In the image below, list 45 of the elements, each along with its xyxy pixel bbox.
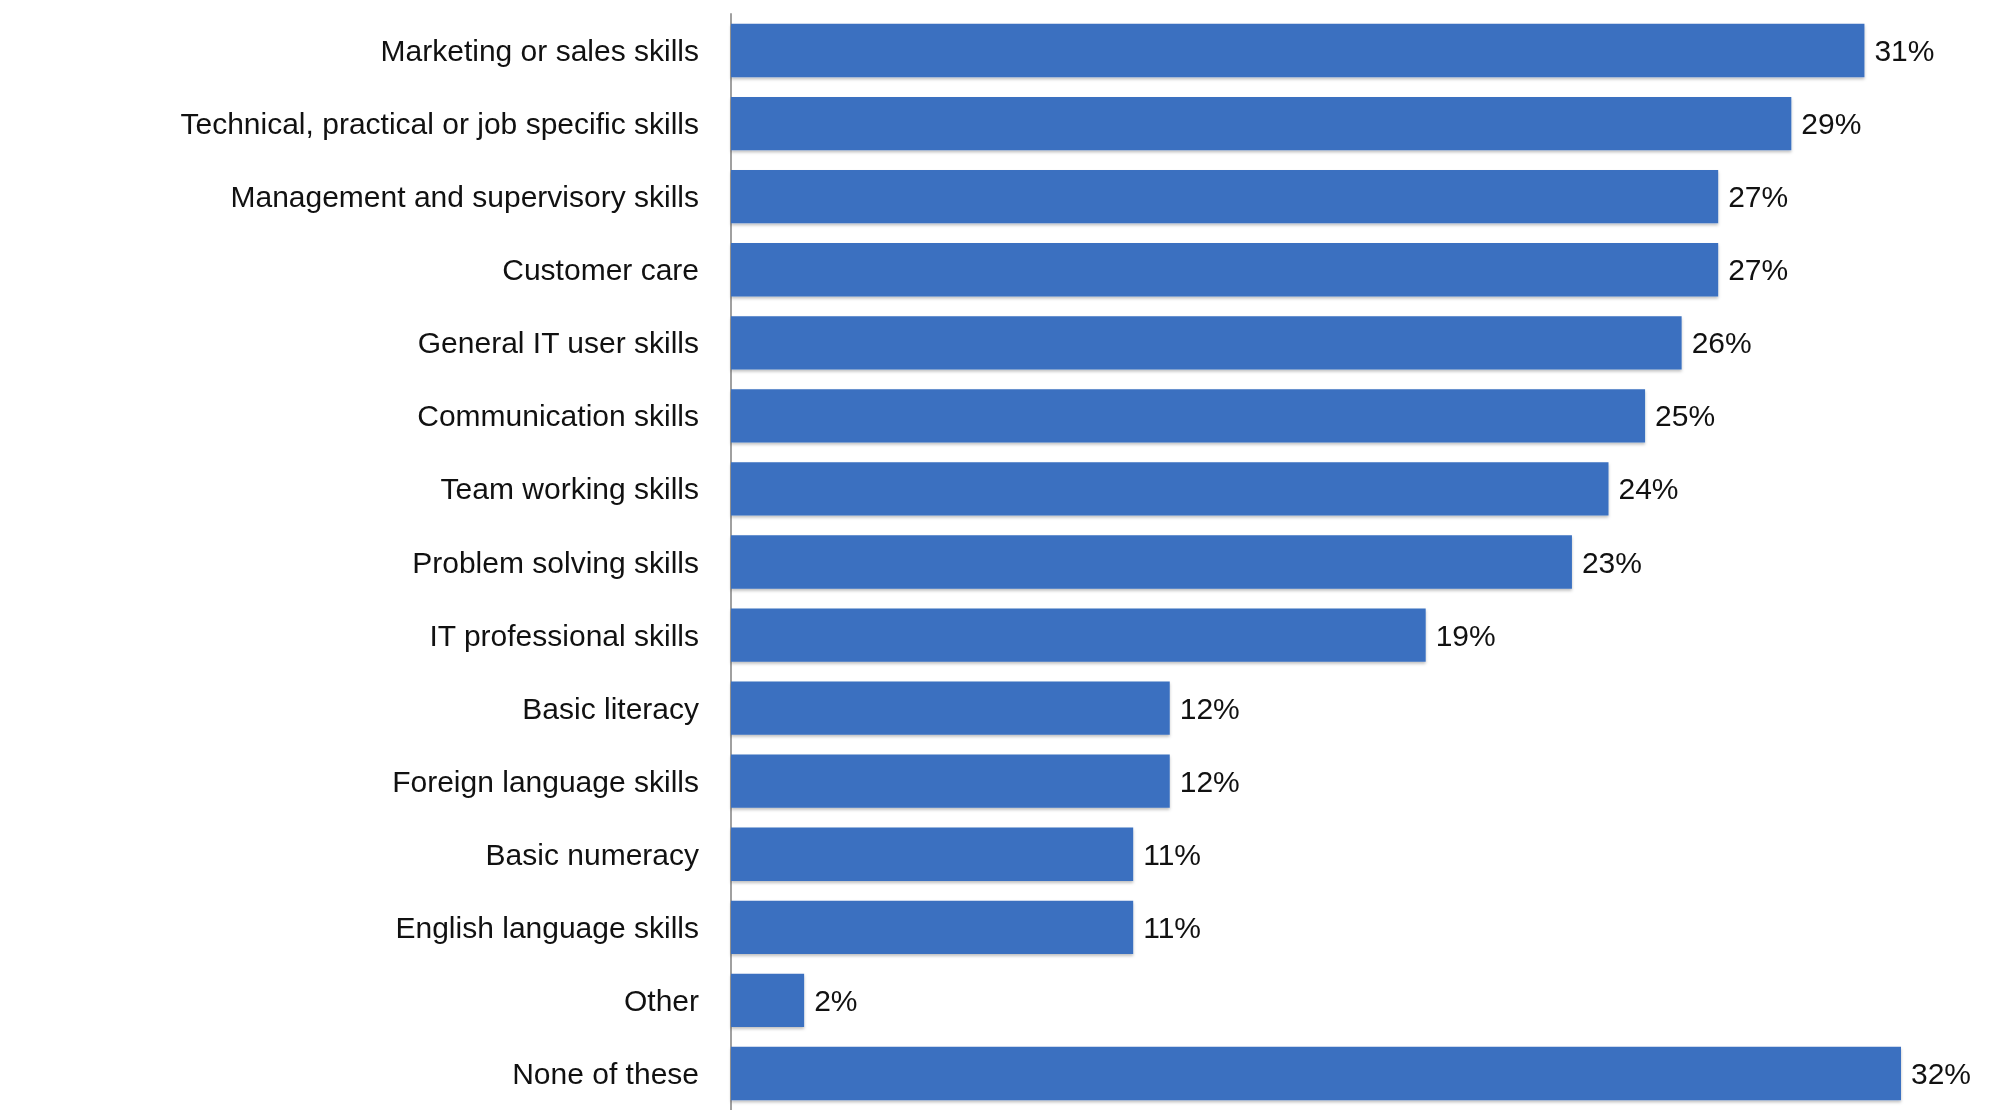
y-tick-label: Problem solving skills <box>412 545 699 579</box>
data-label: 31% <box>1874 34 1935 68</box>
bar <box>731 243 1719 297</box>
y-tick-label: Basic literacy <box>522 691 699 725</box>
y-tick-label: Foreign language skills <box>392 764 699 798</box>
data-label: 26% <box>1691 326 1752 360</box>
data-label: 11% <box>1143 910 1202 944</box>
y-tick-label: Other <box>623 983 700 1017</box>
bar <box>731 389 1646 443</box>
data-label: 29% <box>1801 107 1862 141</box>
bar <box>731 681 1170 735</box>
data-label: 11% <box>1143 837 1202 871</box>
data-label: 25% <box>1655 399 1716 433</box>
y-tick-label: Management and supervisory skills <box>230 180 699 214</box>
bar <box>731 170 1719 224</box>
y-tick-label: IT professional skills <box>429 618 699 652</box>
data-label: 12% <box>1179 764 1240 798</box>
bar <box>731 23 1865 78</box>
data-label: 12% <box>1179 691 1240 725</box>
y-tick-label: None of these <box>512 1056 699 1090</box>
data-label: 2% <box>814 983 858 1017</box>
bar <box>731 462 1609 516</box>
bar <box>731 900 1134 954</box>
bar <box>731 316 1682 370</box>
data-label: 27% <box>1728 180 1789 214</box>
y-tick-label: Marketing or sales skills <box>380 34 699 68</box>
data-label: 27% <box>1728 253 1789 287</box>
y-tick-label: Customer care <box>502 253 699 287</box>
data-label: 24% <box>1618 472 1679 506</box>
bar <box>731 1046 1901 1101</box>
y-tick-label: Team working skills <box>440 472 699 506</box>
bar <box>731 608 1426 662</box>
bar <box>731 754 1170 808</box>
y-tick-label: Technical, practical or job specific skills <box>180 107 699 141</box>
y-tick-label: Basic numeracy <box>485 837 699 871</box>
data-label: 19% <box>1435 618 1496 652</box>
bar <box>731 96 1792 151</box>
y-tick-label: English language skills <box>395 910 699 944</box>
y-tick-label: General IT user skills <box>417 326 699 360</box>
bar <box>731 973 805 1028</box>
data-label: 32% <box>1911 1056 1972 1090</box>
data-label: 23% <box>1581 545 1642 579</box>
y-tick-label: Communication skills <box>417 399 699 433</box>
bar <box>731 535 1572 589</box>
bar <box>731 827 1134 881</box>
